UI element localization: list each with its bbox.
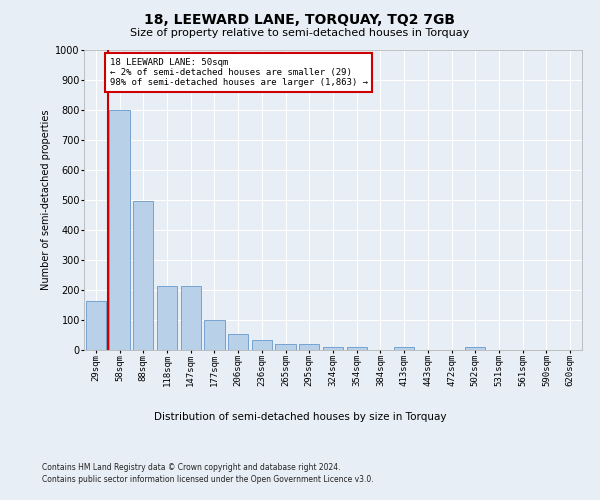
Bar bbox=[394, 347, 414, 350]
Bar bbox=[465, 347, 485, 350]
Bar bbox=[228, 334, 248, 350]
Bar bbox=[275, 344, 296, 350]
Text: Contains public sector information licensed under the Open Government Licence v3: Contains public sector information licen… bbox=[42, 475, 374, 484]
Text: 18 LEEWARD LANE: 50sqm
← 2% of semi-detached houses are smaller (29)
98% of semi: 18 LEEWARD LANE: 50sqm ← 2% of semi-deta… bbox=[110, 58, 368, 88]
Bar bbox=[347, 347, 367, 350]
Bar bbox=[181, 286, 201, 350]
Y-axis label: Number of semi-detached properties: Number of semi-detached properties bbox=[41, 110, 51, 290]
Bar bbox=[323, 347, 343, 350]
Text: Size of property relative to semi-detached houses in Torquay: Size of property relative to semi-detach… bbox=[130, 28, 470, 38]
Bar bbox=[133, 201, 154, 350]
Bar bbox=[109, 110, 130, 350]
Text: 18, LEEWARD LANE, TORQUAY, TQ2 7GB: 18, LEEWARD LANE, TORQUAY, TQ2 7GB bbox=[145, 12, 455, 26]
Bar bbox=[86, 300, 106, 350]
Text: Contains HM Land Registry data © Crown copyright and database right 2024.: Contains HM Land Registry data © Crown c… bbox=[42, 462, 341, 471]
Bar bbox=[252, 340, 272, 350]
Text: Distribution of semi-detached houses by size in Torquay: Distribution of semi-detached houses by … bbox=[154, 412, 446, 422]
Bar bbox=[205, 320, 224, 350]
Bar bbox=[299, 344, 319, 350]
Bar bbox=[157, 286, 177, 350]
